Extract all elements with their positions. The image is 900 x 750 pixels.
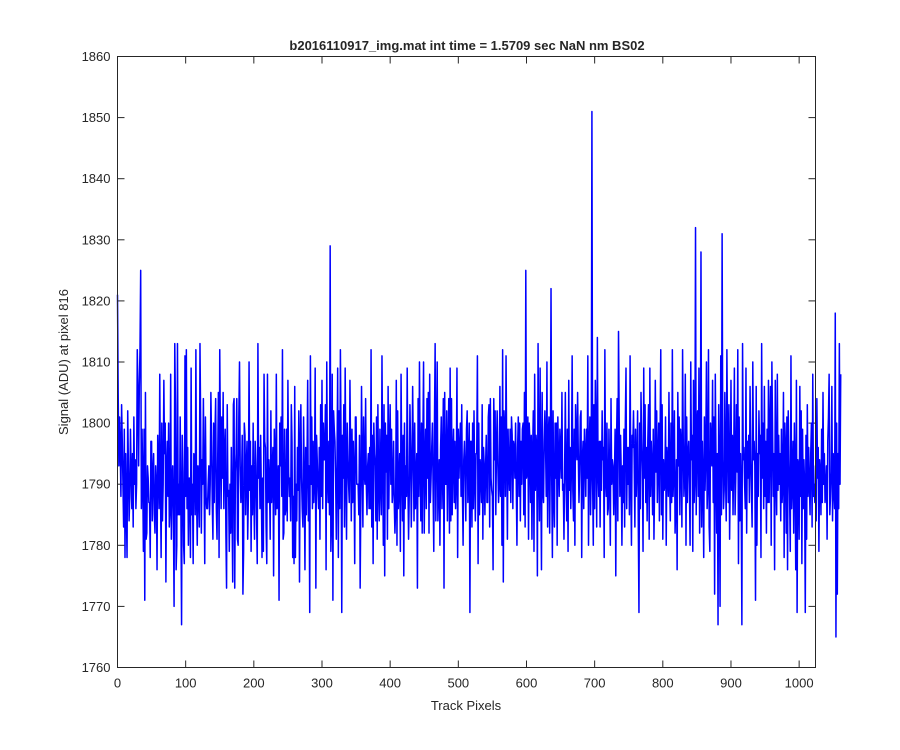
plot-area [117,56,816,668]
x-axis-label: Track Pixels [431,698,502,713]
y-tick-label: 1820 [82,293,111,308]
x-tick-label: 700 [584,676,606,691]
y-tick-label: 1790 [82,477,111,492]
chart-title: b2016110917_img.mat int time = 1.5709 se… [289,38,644,53]
x-tick-label: 600 [516,676,538,691]
y-tick-label: 1780 [82,538,111,553]
x-tick-label: 100 [175,676,197,691]
x-tick-label: 0 [114,676,121,691]
y-tick-label: 1850 [82,110,111,125]
y-axis-ticks: 1760 1770 1780 1790 1800 1810 1820 1830 1840 1850… [82,49,816,675]
y-tick-label: 1770 [82,599,111,614]
series-layer [116,110,842,638]
y-tick-label: 1810 [82,355,111,370]
x-tick-label: 200 [243,676,265,691]
y-tick-label: 1840 [82,171,111,186]
series-line-0 [116,110,842,638]
x-axis-ticks: 0 100 200 300 400 500 600 700 800 900 1000 [114,56,814,691]
y-tick-label: 1760 [82,660,111,675]
x-tick-label: 300 [311,676,333,691]
y-tick-label: 1860 [82,49,111,64]
y-tick-label: 1830 [82,232,111,247]
x-tick-label: 900 [720,676,742,691]
x-tick-label: 1000 [785,676,814,691]
y-tick-label: 1800 [82,416,111,431]
x-tick-label: 500 [447,676,469,691]
x-tick-label: 800 [652,676,674,691]
x-tick-label: 400 [379,676,401,691]
y-axis-label: Signal (ADU) at pixel 816 [56,289,71,435]
